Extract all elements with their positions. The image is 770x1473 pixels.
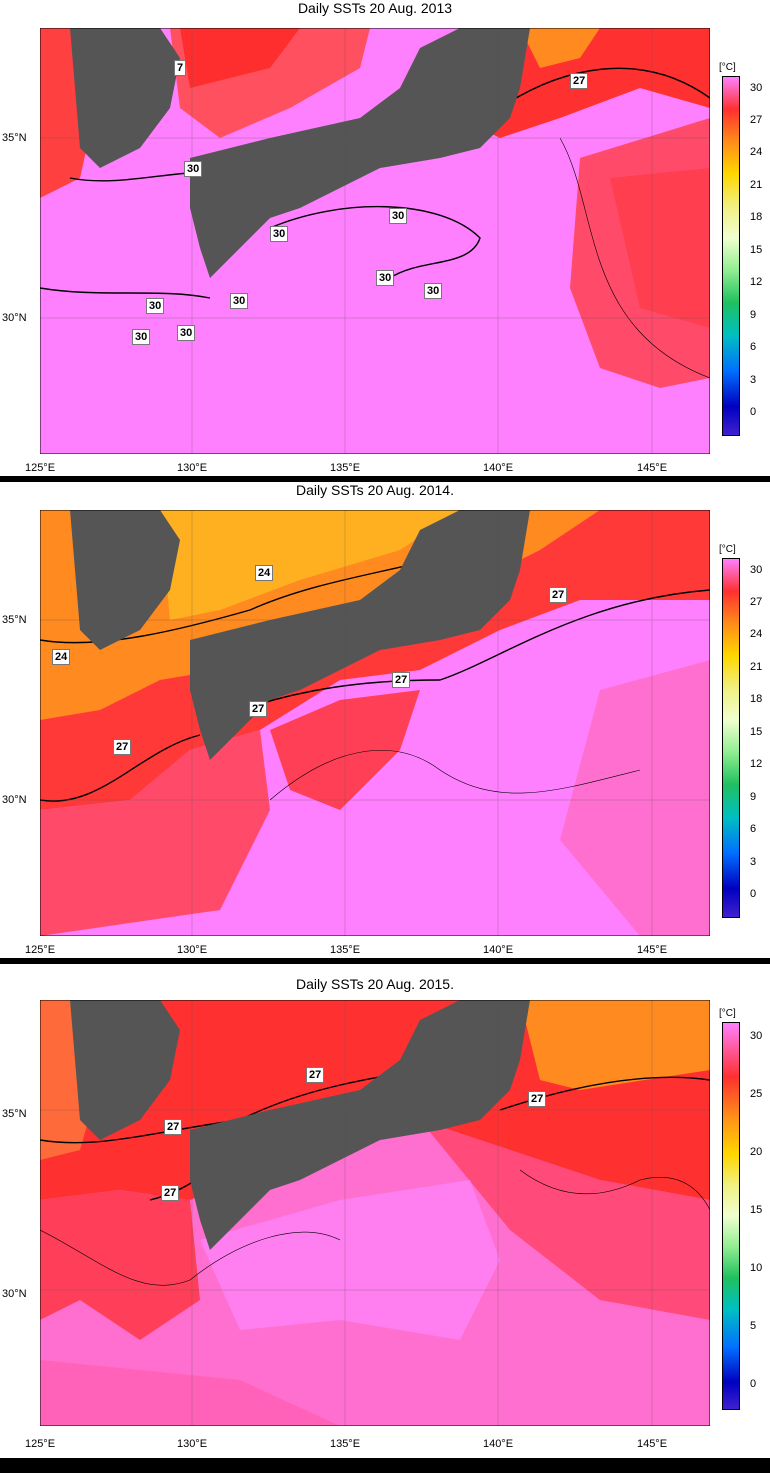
sst-map — [40, 1000, 710, 1426]
colorbar-tick: 24 — [750, 628, 763, 640]
colorbar-tick: 21 — [750, 661, 763, 673]
contour-label: 27 — [570, 73, 589, 89]
contour-label: 7 — [174, 60, 187, 76]
contour-label: 27 — [161, 1185, 180, 1201]
colorbar-tick: 3 — [750, 374, 757, 386]
lon-label: 140°E — [482, 1438, 514, 1450]
colorbar-tick: 15 — [750, 244, 763, 256]
contour-label: 24 — [255, 565, 274, 581]
contour-label: 27 — [164, 1119, 183, 1135]
contour-label: 27 — [249, 701, 268, 717]
lat-label: 35°N — [2, 614, 27, 626]
contour-label: 27 — [392, 672, 411, 688]
colorbar-tick: 9 — [750, 791, 757, 803]
panel-title: Daily SSTs 20 Aug. 2014. — [296, 482, 454, 498]
colorbar-unit: [°C] — [719, 1008, 736, 1019]
sst-panel-2014: Daily SSTs 20 Aug. 2014. 24 — [0, 482, 770, 958]
sst-map — [40, 28, 710, 454]
colorbar-tick: 27 — [750, 114, 763, 126]
contour-label: 30 — [376, 270, 395, 286]
colorbar-tick: 24 — [750, 146, 763, 158]
colorbar-tick: 18 — [750, 693, 763, 705]
colorbar — [722, 76, 740, 436]
contour-label: 30 — [424, 283, 443, 299]
colorbar-tick: 30 — [750, 1030, 763, 1042]
colorbar-tick: 6 — [750, 823, 757, 835]
lon-label: 140°E — [482, 944, 514, 956]
colorbar-tick: 15 — [750, 1204, 763, 1216]
colorbar — [722, 558, 740, 918]
colorbar-tick: 15 — [750, 726, 763, 738]
contour-label: 27 — [528, 1091, 547, 1107]
lon-label: 140°E — [482, 462, 514, 474]
lon-label: 145°E — [636, 944, 668, 956]
colorbar-tick: 18 — [750, 211, 763, 223]
colorbar-tick: 30 — [750, 82, 763, 94]
lat-label: 30°N — [2, 794, 27, 806]
contour-label: 30 — [132, 329, 151, 345]
lat-label: 35°N — [2, 1108, 27, 1120]
colorbar-tick: 9 — [750, 309, 757, 321]
contour-label: 30 — [389, 208, 408, 224]
colorbar — [722, 1022, 740, 1410]
colorbar-tick: 12 — [750, 758, 763, 770]
lon-label: 125°E — [24, 462, 56, 474]
contour-label: 27 — [549, 587, 568, 603]
contour-label: 27 — [113, 739, 132, 755]
colorbar-tick: 0 — [750, 888, 757, 900]
lon-label: 125°E — [24, 1438, 56, 1450]
colorbar-tick: 3 — [750, 856, 757, 868]
colorbar-unit: [°C] — [719, 544, 736, 555]
panel-title: Daily SSTs 20 Aug. 2013 — [297, 0, 453, 16]
lon-label: 145°E — [636, 1438, 668, 1450]
contour-label: 30 — [230, 293, 249, 309]
sst-panel-2015: Daily SSTs 20 Aug. 2015. — [0, 964, 770, 1458]
colorbar-unit: [°C] — [719, 62, 736, 73]
sst-map — [40, 510, 710, 936]
colorbar-tick: 0 — [750, 1378, 757, 1390]
lat-label: 35°N — [2, 132, 27, 144]
lon-label: 130°E — [176, 462, 208, 474]
colorbar-tick: 25 — [750, 1088, 763, 1100]
contour-label: 30 — [184, 161, 203, 177]
lon-label: 130°E — [176, 1438, 208, 1450]
contour-label: 30 — [146, 298, 165, 314]
colorbar-tick: 20 — [750, 1146, 763, 1158]
colorbar-tick: 6 — [750, 341, 757, 353]
colorbar-tick: 21 — [750, 179, 763, 191]
colorbar-tick: 0 — [750, 406, 757, 418]
colorbar-tick: 12 — [750, 276, 763, 288]
sst-panel-2013: Daily SSTs 20 Aug. 2013 — [0, 0, 770, 476]
lon-label: 135°E — [329, 1438, 361, 1450]
colorbar-tick: 5 — [750, 1320, 757, 1332]
contour-label: 24 — [52, 649, 71, 665]
lat-label: 30°N — [2, 312, 27, 324]
colorbar-tick: 27 — [750, 596, 763, 608]
contour-label: 30 — [270, 226, 289, 242]
colorbar-tick: 30 — [750, 564, 763, 576]
panel-title: Daily SSTs 20 Aug. 2015. — [296, 976, 454, 992]
lon-label: 125°E — [24, 944, 56, 956]
lon-label: 130°E — [176, 944, 208, 956]
contour-label: 30 — [177, 325, 196, 341]
lon-label: 145°E — [636, 462, 668, 474]
lat-label: 30°N — [2, 1288, 27, 1300]
colorbar-tick: 10 — [750, 1262, 763, 1274]
lon-label: 135°E — [329, 944, 361, 956]
lon-label: 135°E — [329, 462, 361, 474]
contour-label: 27 — [306, 1067, 325, 1083]
